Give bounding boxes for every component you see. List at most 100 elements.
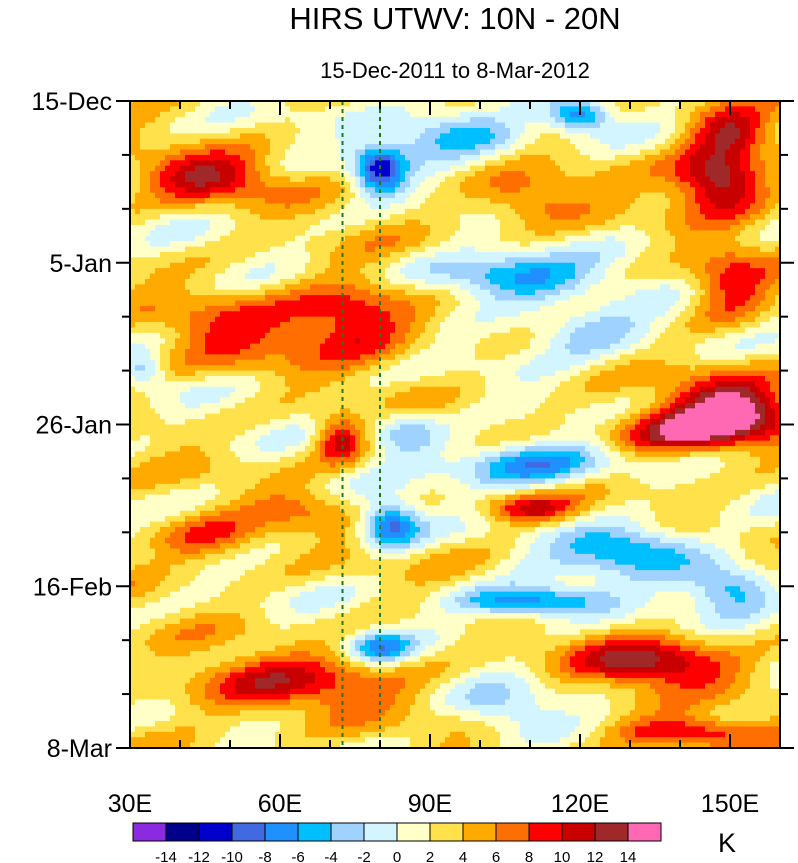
contour-cell <box>750 235 756 242</box>
contour-cell <box>610 251 616 258</box>
contour-cell <box>210 111 216 118</box>
contour-cell <box>700 171 706 178</box>
contour-cell <box>670 154 676 161</box>
contour-cell <box>230 198 236 205</box>
contour-cell <box>585 230 591 237</box>
contour-cell <box>240 154 246 161</box>
contour-cell <box>605 122 611 129</box>
contour-cell <box>510 122 516 129</box>
contour-cell <box>550 230 556 237</box>
contour-cell <box>515 101 521 107</box>
contour-cell <box>440 133 446 140</box>
contour-cell <box>545 295 551 302</box>
contour-cell <box>470 273 476 280</box>
contour-cell <box>250 295 256 302</box>
contour-cell <box>145 122 151 129</box>
contour-cell <box>720 225 726 231</box>
contour-cell <box>445 295 451 302</box>
contour-cell <box>490 225 496 231</box>
contour-cell <box>620 154 626 161</box>
contour-cell <box>570 203 576 210</box>
contour-cell <box>585 289 591 296</box>
contour-cell <box>720 187 726 194</box>
contour-cell <box>470 122 476 129</box>
contour-cell <box>575 160 581 167</box>
contour-cell <box>775 208 780 215</box>
contour-cell <box>240 144 246 151</box>
contour-cell <box>570 208 576 215</box>
contour-cell <box>175 181 181 188</box>
contour-cell <box>480 122 486 129</box>
contour-cell <box>290 241 296 248</box>
contour-cell <box>505 262 511 269</box>
contour-cell <box>380 241 386 248</box>
contour-cell <box>695 181 701 188</box>
contour-cell <box>275 300 281 307</box>
contour-cell <box>670 171 676 178</box>
contour-cell <box>525 262 531 269</box>
contour-cell <box>660 273 666 280</box>
contour-cell <box>275 289 281 296</box>
contour-cell <box>565 160 571 167</box>
contour-cell <box>470 278 476 285</box>
contour-cell <box>200 171 206 178</box>
contour-cell <box>540 165 546 172</box>
contour-cell <box>740 181 746 188</box>
contour-cell <box>365 144 371 151</box>
contour-cell <box>170 219 176 226</box>
contour-cell <box>445 262 451 269</box>
contour-cell <box>530 268 536 275</box>
contour-cell <box>760 214 766 221</box>
contour-cell <box>290 176 296 183</box>
contour-cell <box>505 160 511 167</box>
contour-cell <box>575 262 581 269</box>
contour-cell <box>505 278 511 285</box>
contour-cell <box>710 198 716 205</box>
contour-cell <box>575 219 581 226</box>
contour-cell <box>570 181 576 188</box>
contour-cell <box>650 133 656 140</box>
contour-cell <box>295 144 301 151</box>
contour-cell <box>765 284 771 291</box>
contour-cell <box>775 122 780 129</box>
contour-cell <box>165 268 171 275</box>
contour-cell <box>740 289 746 296</box>
contour-cell <box>255 208 261 215</box>
contour-cell <box>330 181 336 188</box>
contour-cell <box>325 262 331 269</box>
contour-cell <box>770 241 776 248</box>
contour-cell <box>130 198 136 205</box>
contour-cell <box>560 192 566 199</box>
contour-cell <box>715 219 721 226</box>
contour-cell <box>610 257 616 264</box>
contour-cell <box>315 305 321 312</box>
contour-cell <box>545 144 551 151</box>
contour-cell <box>645 154 651 161</box>
contour-cell <box>450 171 456 178</box>
contour-cell <box>335 138 341 145</box>
contour-cell <box>645 160 651 167</box>
contour-cell <box>180 106 186 113</box>
contour-cell <box>185 203 191 210</box>
contour-cell <box>600 165 606 172</box>
contour-cell <box>285 300 291 307</box>
contour-cell <box>605 246 611 253</box>
contour-cell <box>690 295 696 302</box>
contour-cell <box>195 181 201 188</box>
contour-cell <box>155 106 161 113</box>
contour-cell <box>485 208 491 215</box>
contour-cell <box>220 181 226 188</box>
contour-cell <box>735 273 741 280</box>
contour-cell <box>685 262 691 269</box>
contour-cell <box>725 214 731 221</box>
contour-cell <box>485 165 491 172</box>
contour-cell <box>630 257 636 264</box>
contour-cell <box>335 165 341 172</box>
contour-cell <box>475 268 481 275</box>
contour-cell <box>670 284 676 291</box>
contour-cell <box>580 246 586 253</box>
contour-cell <box>290 305 296 312</box>
contour-cell <box>575 192 581 199</box>
contour-cell <box>215 230 221 237</box>
contour-cell <box>485 181 491 188</box>
